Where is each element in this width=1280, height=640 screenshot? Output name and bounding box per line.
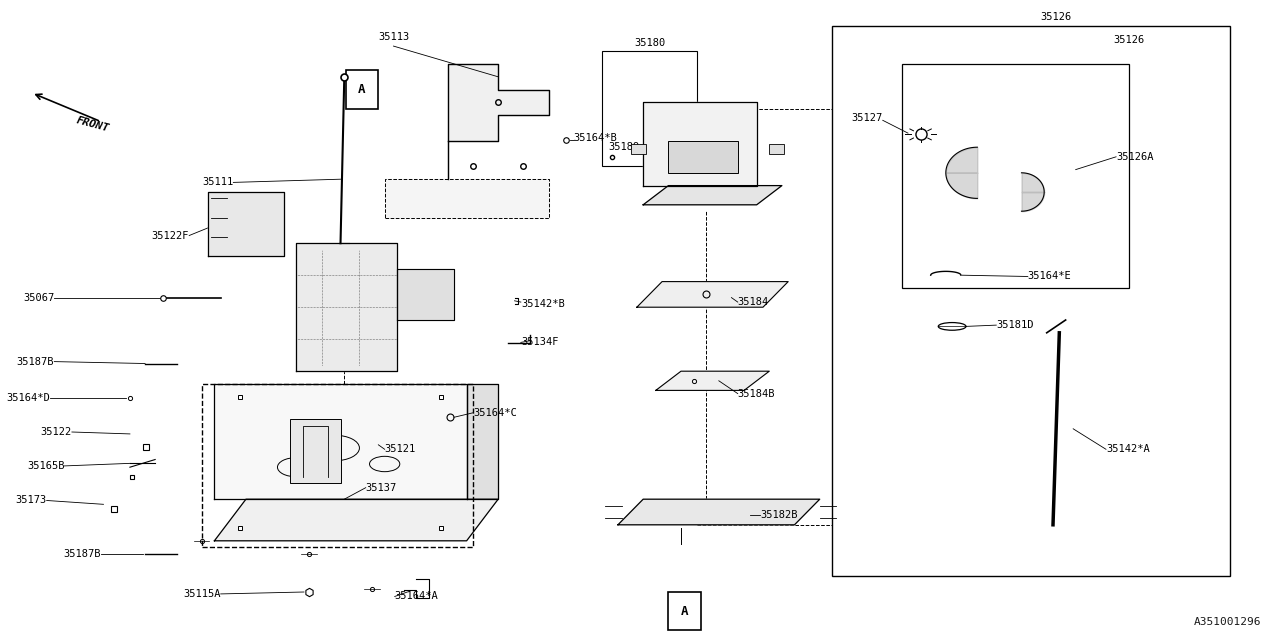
Text: 35181D: 35181D xyxy=(996,320,1034,330)
Polygon shape xyxy=(385,179,549,218)
Text: 35126: 35126 xyxy=(1041,12,1071,22)
Polygon shape xyxy=(448,64,549,179)
Text: 35127: 35127 xyxy=(851,113,883,124)
Text: 35115A: 35115A xyxy=(183,589,220,599)
Polygon shape xyxy=(618,499,819,525)
Text: 35164*C: 35164*C xyxy=(472,408,517,418)
Text: 35164*A: 35164*A xyxy=(394,591,439,602)
Text: 35187B: 35187B xyxy=(64,548,101,559)
Bar xyxy=(631,144,645,154)
Polygon shape xyxy=(655,371,769,390)
Text: 35126: 35126 xyxy=(1114,35,1144,45)
Bar xyxy=(901,64,1129,288)
Bar xyxy=(832,26,1230,576)
Bar xyxy=(668,141,737,173)
Text: 35122: 35122 xyxy=(41,427,72,437)
Text: A: A xyxy=(681,605,689,618)
Polygon shape xyxy=(215,384,467,499)
Text: 35113: 35113 xyxy=(378,31,410,42)
Text: 35182B: 35182B xyxy=(760,510,797,520)
Polygon shape xyxy=(209,192,284,256)
Text: 35164*D: 35164*D xyxy=(6,393,50,403)
Polygon shape xyxy=(643,186,782,205)
Text: 35184B: 35184B xyxy=(737,388,776,399)
Text: 35164*B: 35164*B xyxy=(573,132,617,143)
Text: 35180: 35180 xyxy=(634,38,666,48)
Text: 35142*A: 35142*A xyxy=(1106,444,1149,454)
Polygon shape xyxy=(637,282,788,307)
Text: 35122F: 35122F xyxy=(152,230,189,241)
Text: 35121: 35121 xyxy=(385,444,416,454)
Polygon shape xyxy=(643,102,756,186)
Polygon shape xyxy=(467,384,498,499)
Text: 35142*B: 35142*B xyxy=(521,299,564,309)
Polygon shape xyxy=(215,499,498,541)
Text: 35134F: 35134F xyxy=(521,337,558,348)
Bar xyxy=(602,51,698,166)
Bar xyxy=(291,419,340,483)
Text: 35173: 35173 xyxy=(15,495,46,506)
Polygon shape xyxy=(397,269,454,320)
Text: 35165B: 35165B xyxy=(27,461,64,471)
Text: A: A xyxy=(358,83,366,96)
Text: 35111: 35111 xyxy=(202,177,233,188)
Text: FRONT: FRONT xyxy=(76,115,111,133)
Polygon shape xyxy=(297,243,397,371)
Text: 35137: 35137 xyxy=(366,483,397,493)
Text: 35187B: 35187B xyxy=(17,356,54,367)
Text: A351001296: A351001296 xyxy=(1193,617,1261,627)
Bar xyxy=(346,70,379,109)
Text: 35189: 35189 xyxy=(608,142,639,152)
Text: 35164*E: 35164*E xyxy=(1028,271,1071,282)
Bar xyxy=(668,592,701,630)
Text: 35126A: 35126A xyxy=(1116,152,1153,162)
Text: 35067: 35067 xyxy=(23,292,54,303)
Text: 35184: 35184 xyxy=(737,297,769,307)
Bar xyxy=(769,144,785,154)
